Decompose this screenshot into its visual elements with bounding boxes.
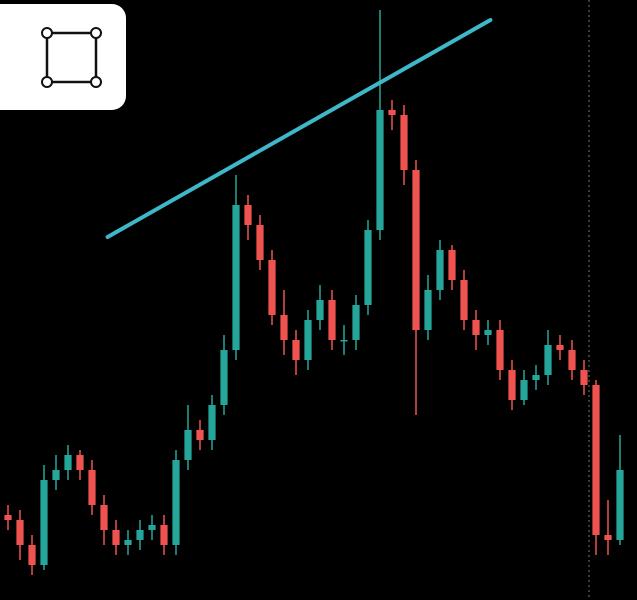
candles bbox=[4, 10, 624, 575]
candle-body bbox=[400, 115, 408, 170]
candle-body bbox=[520, 380, 528, 400]
candle-body bbox=[376, 110, 384, 230]
candle-body bbox=[112, 530, 120, 545]
candle-body bbox=[616, 470, 624, 540]
candle-body bbox=[292, 340, 300, 360]
candle-body bbox=[4, 515, 12, 520]
candle-body bbox=[88, 470, 96, 505]
tool-button[interactable] bbox=[0, 4, 126, 110]
candle-body bbox=[496, 330, 504, 370]
candle-body bbox=[604, 535, 612, 540]
icon-handle bbox=[90, 27, 102, 39]
candle-body bbox=[592, 385, 600, 535]
candle-body bbox=[460, 280, 468, 320]
candle-body bbox=[244, 205, 252, 225]
candle-body bbox=[196, 430, 204, 440]
candle-body bbox=[340, 340, 348, 342]
trendline bbox=[105, 18, 493, 239]
candle-body bbox=[124, 540, 132, 545]
candle-body bbox=[232, 205, 240, 350]
candle-body bbox=[448, 250, 456, 280]
candle-body bbox=[52, 470, 60, 480]
candle-body bbox=[280, 315, 288, 340]
icon-handle bbox=[41, 27, 53, 39]
candle-body bbox=[556, 345, 564, 350]
tool-button-bg[interactable] bbox=[0, 4, 126, 110]
candle-body bbox=[100, 505, 108, 530]
candle-body bbox=[16, 520, 24, 545]
rectangle-icon bbox=[45, 31, 98, 84]
candle-body bbox=[472, 320, 480, 335]
candle-body bbox=[76, 455, 84, 470]
candle-body bbox=[256, 225, 264, 260]
candle-body bbox=[40, 480, 48, 565]
icon-handle bbox=[90, 76, 102, 88]
candle-body bbox=[352, 305, 360, 340]
candle-body bbox=[304, 320, 312, 360]
candle-body bbox=[208, 405, 216, 440]
candle-body bbox=[148, 525, 156, 530]
candle-body bbox=[484, 330, 492, 335]
candle-body bbox=[136, 530, 144, 540]
candle-body bbox=[316, 300, 324, 320]
icon-handle bbox=[41, 76, 53, 88]
candle-body bbox=[436, 250, 444, 290]
candle-body bbox=[544, 345, 552, 375]
candle-body bbox=[568, 350, 576, 370]
candle-body bbox=[64, 455, 72, 470]
candle-body bbox=[28, 545, 36, 565]
candle-body bbox=[580, 370, 588, 385]
candle-body bbox=[364, 230, 372, 305]
candle-body bbox=[532, 375, 540, 380]
candle-body bbox=[220, 350, 228, 405]
candle-body bbox=[160, 525, 168, 545]
candle-body bbox=[184, 430, 192, 460]
candle-body bbox=[424, 290, 432, 330]
candle-body bbox=[268, 260, 276, 315]
candle-body bbox=[508, 370, 516, 400]
candle-body bbox=[412, 170, 420, 330]
candle-body bbox=[328, 300, 336, 340]
candle-body bbox=[388, 110, 396, 115]
candle-body bbox=[172, 460, 180, 545]
